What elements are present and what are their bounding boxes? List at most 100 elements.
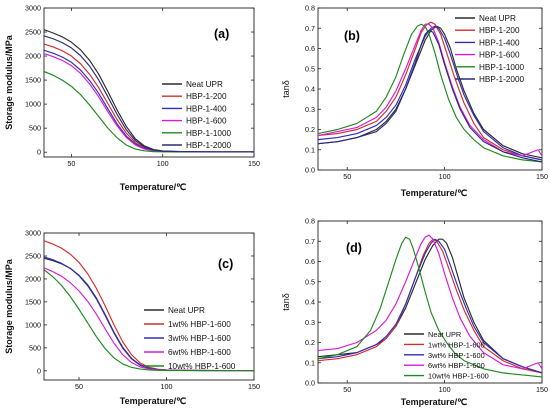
chart-panel-a: 0 500 1000 1500 2000 2500 3000 50 100 150 Temperat…	[4, 4, 260, 193]
legend-label: HBP-1-1000	[479, 63, 525, 72]
series-line-5	[44, 269, 254, 372]
chart-panel-c: 0 500 1000 1500 2000 2500 3000 50 100 150 Temperat…	[4, 229, 260, 407]
legend-label: HBP-1-400	[479, 38, 520, 47]
legend: Neat UPR HBP-1-200 HBP-1-400 HBP-1-600 HBP-1…	[162, 80, 232, 150]
y-tick-label: 0.2	[305, 125, 315, 134]
legend-label: HBP-1-200	[479, 26, 520, 35]
y-tick-label: 0.5	[305, 64, 315, 73]
y-axis-label: tanδ	[281, 80, 291, 98]
x-axis-label: Temperature/℃	[401, 188, 467, 198]
legend-label: HBP-1-2000	[186, 141, 232, 150]
series-line-2	[318, 21, 542, 161]
x-tick-label: 100	[439, 385, 451, 394]
legend-label: 1wt% HBP-1-600	[428, 340, 485, 349]
legend-label: HBP-1-2000	[479, 75, 525, 84]
x-axis-label: Temperature/℃	[120, 396, 186, 406]
y-axis-label: Storage modulus/MPa	[4, 34, 14, 130]
legend-label: 1wt% HBP-1-600	[168, 320, 231, 329]
series-line-1	[318, 25, 542, 159]
x-axis-label: Temperature/℃	[401, 397, 467, 407]
series-line-3	[318, 238, 542, 374]
y-axis-label: Storage modulus/MPa	[4, 258, 14, 354]
y-tick-label: 0.3	[305, 318, 315, 327]
y-tick-label: 3000	[25, 229, 41, 238]
series-line-5	[318, 23, 542, 163]
legend-label: 3wt% HBP-1-600	[428, 351, 485, 360]
x-tick-label: 100	[157, 159, 169, 168]
series-line-3	[318, 25, 542, 161]
y-tick-label: 3000	[25, 4, 41, 13]
legend-label: 10wt% HBP-1-600	[428, 372, 489, 381]
y-tick-label: 1500	[25, 297, 41, 306]
y-tick-label: 2000	[25, 52, 41, 61]
y-tick-label: 0	[37, 148, 41, 157]
y-tick-label: 0.1	[305, 358, 315, 367]
x-tick-label: 50	[343, 172, 351, 181]
y-tick-label: 0.8	[305, 4, 315, 13]
y-tick-label: 0.5	[305, 277, 315, 286]
x-tick-label: 50	[67, 159, 75, 168]
legend: Neat UPR HBP-1-200 HBP-1-400 HBP-1-600 HBP-1…	[455, 14, 525, 84]
y-tick-label: 0.3	[305, 105, 315, 114]
series-group	[318, 21, 542, 163]
series-group	[318, 234, 542, 378]
y-tick-label: 0.4	[305, 298, 315, 307]
x-tick-label: 150	[536, 385, 548, 394]
chart-panel-b: 0.0 0.1 0.2 0.3 0.4 0.5 0.6 0.7 0.8 50 100 150 Tempe…	[281, 4, 548, 199]
series-line-6	[318, 29, 542, 163]
panel-label: (a)	[214, 27, 229, 41]
panel-label: (c)	[218, 257, 233, 271]
series-line-4	[318, 23, 542, 157]
x-tick-label: 100	[439, 172, 451, 181]
y-tick-label: 0.7	[305, 237, 315, 246]
y-tick-label: 0	[37, 366, 41, 375]
y-tick-label: 0.0	[305, 166, 315, 175]
y-tick-label: 1000	[25, 100, 41, 109]
legend-label: Neat UPR	[186, 80, 223, 89]
x-tick-label: 150	[248, 382, 260, 391]
legend-label: 6wt% HBP-1-600	[428, 361, 485, 370]
x-tick-label: 50	[343, 385, 351, 394]
chart-panel-d: 0.0 0.1 0.2 0.3 0.4 0.5 0.6 0.7 0.8 50 100 150 Tempe…	[281, 217, 548, 408]
y-tick-label: 2000	[25, 274, 41, 283]
y-tick-label: 0.7	[305, 24, 315, 33]
legend-label: HBP-1-1000	[186, 129, 232, 138]
y-tick-label: 500	[29, 343, 41, 352]
y-tick-label: 0.1	[305, 145, 315, 154]
legend-label: HBP-1-200	[186, 92, 227, 101]
y-tick-label: 0.6	[305, 257, 315, 266]
y-tick-label: 0.8	[305, 217, 315, 226]
x-tick-label: 50	[75, 382, 83, 391]
legend: Neat UPR 1wt% HBP-1-600 3wt% HBP-1-600 6wt%…	[144, 306, 236, 371]
series-group	[44, 240, 254, 372]
y-tick-label: 0.2	[305, 338, 315, 347]
y-tick-label: 1500	[25, 76, 41, 85]
series-group	[44, 29, 254, 153]
legend-label: HBP-1-400	[186, 104, 227, 113]
x-axis-label: Temperature/℃	[120, 182, 186, 192]
plot-frame	[43, 232, 255, 381]
y-tick-label: 500	[29, 124, 41, 133]
y-tick-label: 2500	[25, 251, 41, 260]
legend-label: 6wt% HBP-1-600	[168, 348, 231, 357]
y-tick-label: 2500	[25, 28, 41, 37]
panel-label: (d)	[346, 241, 362, 255]
legend-label: 10wt% HBP-1-600	[168, 362, 236, 371]
y-tick-label: 0.0	[305, 379, 315, 388]
legend-label: Neat UPR	[168, 306, 205, 315]
y-axis-label: tanδ	[281, 293, 291, 311]
legend-label: HBP-1-600	[479, 51, 520, 60]
x-tick-label: 150	[248, 159, 260, 168]
y-tick-label: 0.4	[305, 85, 315, 94]
x-tick-label: 100	[161, 382, 173, 391]
legend-label: Neat UPR	[479, 14, 516, 23]
series-line-5	[318, 236, 542, 378]
legend-label: 3wt% HBP-1-600	[168, 334, 231, 343]
y-tick-label: 1000	[25, 320, 41, 329]
plot-frame	[43, 7, 255, 158]
series-line-6	[44, 35, 254, 153]
legend-label: Neat UPR	[428, 330, 461, 339]
series-line-4	[318, 234, 542, 370]
